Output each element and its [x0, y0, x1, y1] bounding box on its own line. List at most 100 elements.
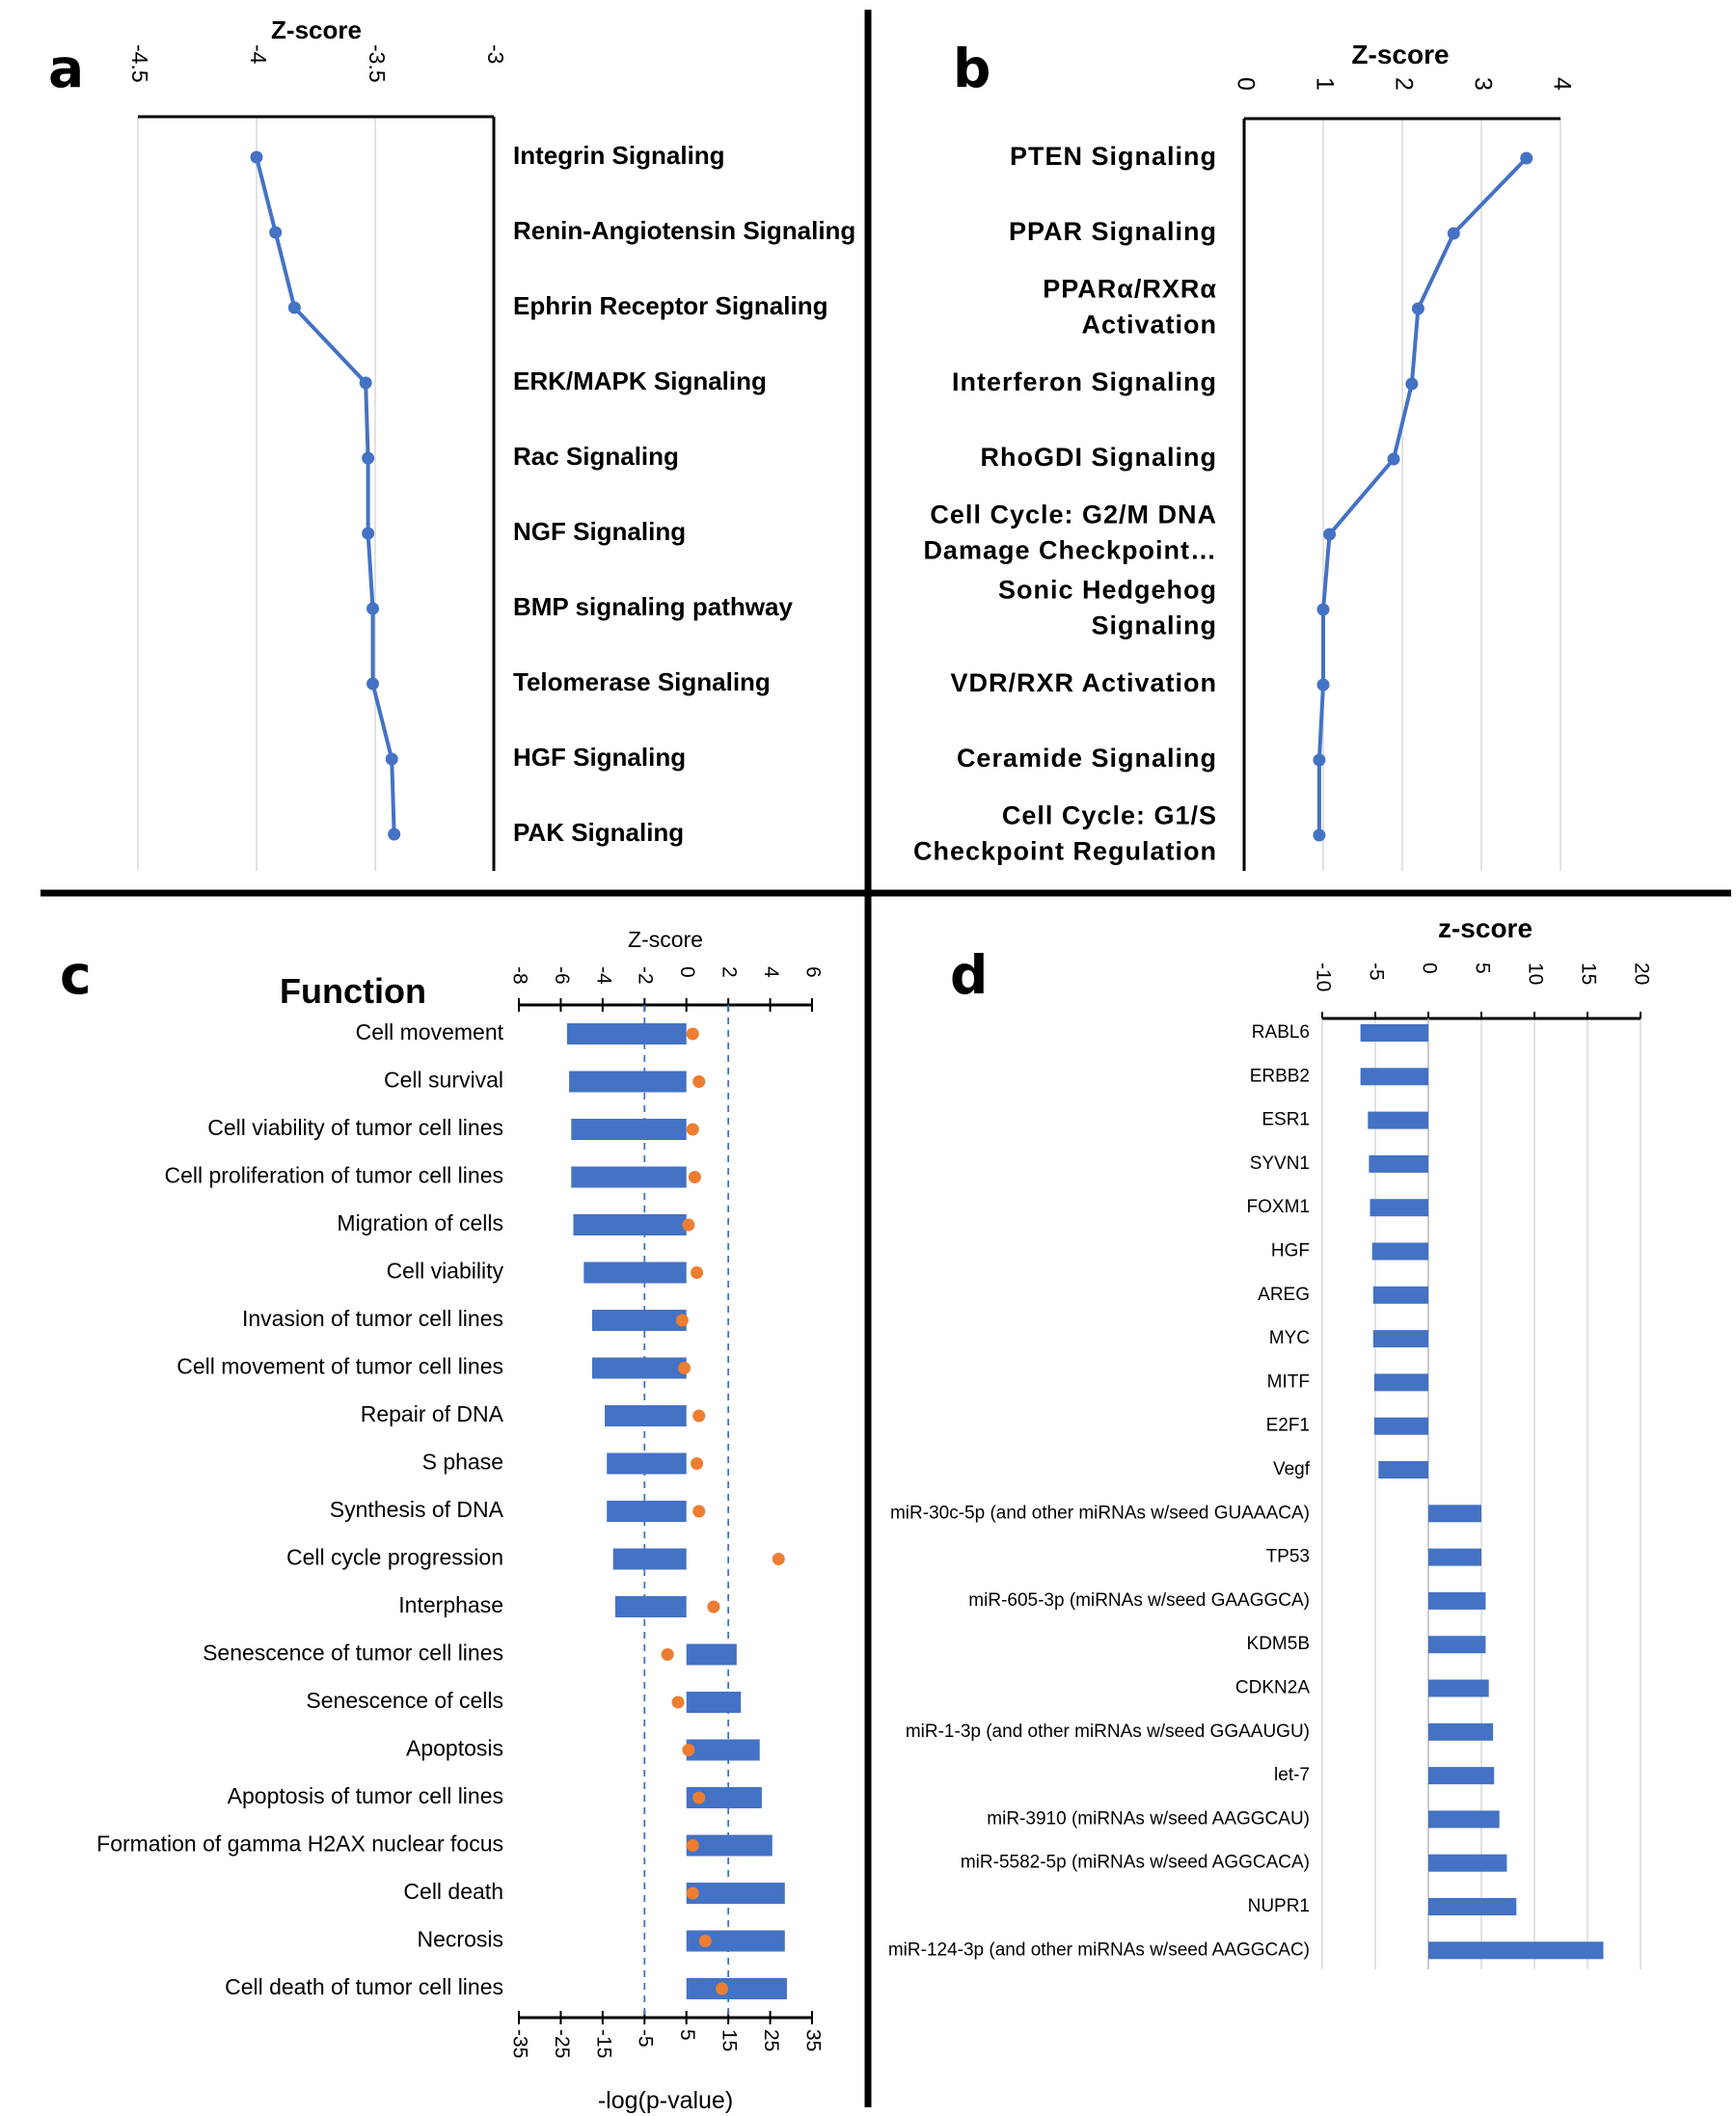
panel-c-category-label: Necrosis: [418, 1927, 503, 1952]
panel-c-pvalue-point: [688, 1171, 701, 1183]
panel-d-tick-label: 5: [1471, 963, 1493, 974]
panel-c-zscore-bar: [686, 1883, 785, 1904]
panel-d-tick-label: -10: [1312, 963, 1334, 991]
panel-c-zscore-bar: [605, 1405, 687, 1426]
panel-c-p-tick-label: -35: [508, 2029, 530, 2058]
panel-d-bar: [1428, 1505, 1481, 1523]
panel-d-category-label: MITF: [1267, 1371, 1310, 1392]
panel-c-category-label: Apoptosis of tumor cell lines: [228, 1783, 503, 1808]
panel-c-zscore-bar: [686, 1692, 742, 1713]
panel-c-category-label: S phase: [422, 1450, 503, 1475]
panel-c-top-axis-title: Z-score: [628, 927, 703, 952]
panel-c-zscore-bar: [592, 1310, 687, 1331]
panel-c-bottom-axis-title: -log(p-value): [598, 2087, 733, 2114]
panel-c-pvalue-point: [682, 1218, 695, 1232]
panel-c-zscore-bar: [686, 1739, 760, 1761]
panel-b-category-label: Ceramide Signaling: [957, 744, 1217, 773]
panel-c-pvalue-point: [707, 1600, 720, 1614]
panel-c-title: Function: [280, 971, 426, 1011]
panel-c-z-tick-label: -2: [635, 966, 657, 985]
panel-c-pvalue-point: [716, 1982, 729, 1995]
panel-d-category-label: miR-30c-5p (and other miRNAs w/seed GUAA…: [890, 1503, 1310, 1523]
panel-b-category-label: RhoGDI Signaling: [981, 443, 1218, 472]
panel-c-pvalue-point: [698, 1935, 712, 1947]
panel-c-p-tick-label: 15: [719, 2029, 741, 2051]
panel-c-pvalue-point: [772, 1553, 785, 1565]
panel-a-tick-label: -3: [483, 44, 508, 64]
panel-a-data-point: [359, 376, 372, 390]
panel-a-chart: -4.5 -4 -3.5 -3 Integrin Signaling Renin-Angi…: [127, 44, 855, 871]
panel-c-z-tick-label: -4: [592, 966, 614, 985]
panel-b-category-label: PPARα/RXRα: [1043, 275, 1217, 304]
panel-c-pvalue-point: [691, 1457, 704, 1470]
panel-a-category-label: BMP signaling pathway: [513, 592, 793, 621]
panel-b-category-label: Signaling: [1092, 611, 1218, 640]
panel-a-tick-label: -3.5: [365, 44, 390, 83]
panel-c-pvalue-point: [692, 1075, 706, 1088]
panel-a-category-label: HGF Signaling: [513, 743, 686, 772]
panel-c-p-tick-label: -25: [551, 2029, 573, 2058]
panel-d-category-label: ERBB2: [1250, 1066, 1310, 1086]
panel-c-zscore-bar: [607, 1501, 687, 1522]
panel-d-bar: [1428, 1548, 1481, 1566]
panel-b-data-point: [1313, 828, 1326, 842]
panel-d-bar: [1372, 1286, 1428, 1304]
panel-b-data-point: [1323, 528, 1337, 541]
panel-d-chart: -10 -5 0 5 10 15 20 RABL6 ERBB2 ESR1 SYVN1 FOXM1 HGF…: [888, 963, 1652, 1969]
panel-c-pvalue-point: [686, 1886, 699, 1900]
panel-c-category-label: Cell proliferation of tumor cell lines: [164, 1163, 503, 1188]
panel-a-category-label: NGF Signaling: [513, 517, 686, 546]
panel-d-bar: [1372, 1330, 1428, 1348]
panel-b-tick-label: 0: [1232, 77, 1259, 91]
panel-c-pvalue-point: [686, 1839, 699, 1852]
panel-c-z-tick-label: 6: [801, 966, 824, 978]
panel-a-data-point: [287, 301, 301, 314]
panel-c-z-tick-label: 4: [760, 966, 782, 978]
panel-c-zscore-bar: [686, 1643, 737, 1666]
panel-c-zscore-bar: [607, 1452, 687, 1475]
panel-c-category-label: Cell death: [403, 1879, 503, 1904]
panel-c-zscore-bar: [592, 1357, 687, 1379]
panel-d-tick-label: 0: [1418, 963, 1440, 974]
panel-d-tick-label: -5: [1365, 963, 1387, 981]
panel-c-p-tick-label: 5: [676, 2029, 698, 2041]
panel-b-data-point: [1313, 753, 1326, 767]
panel-c-chart: -8 -6 -4 -2 0 2 4 6 -35 -25 -15 -5 5 15 25 35 Cell movem…: [96, 966, 824, 2058]
panel-d-category-label: SYVN1: [1250, 1153, 1310, 1174]
panel-d-bar: [1428, 1854, 1507, 1872]
panel-a-data-point: [385, 752, 398, 766]
panel-d-bar: [1360, 1068, 1428, 1086]
panel-d-bar: [1428, 1636, 1486, 1654]
panel-c-zscore-bar: [614, 1596, 687, 1617]
panel-a-category-label: Renin-Angiotensin Signaling: [513, 216, 855, 245]
panel-a-data-point: [250, 150, 263, 164]
panel-d-bar: [1428, 1898, 1517, 1915]
panel-d-bar: [1370, 1199, 1428, 1217]
panel-a-category-label: PAK Signaling: [513, 818, 684, 847]
panel-c-pvalue-point: [692, 1409, 706, 1423]
panel-b-category-label: Activation: [1081, 311, 1217, 339]
panel-b-category-label: Sonic Hedgehog: [998, 576, 1217, 605]
panel-d-category-label: Vegf: [1273, 1459, 1311, 1479]
panel-c-zscore-bar: [566, 1023, 687, 1044]
panel-d-category-label: KDM5B: [1247, 1634, 1310, 1654]
panel-c-pvalue-point: [678, 1362, 692, 1374]
panel-d-bar: [1368, 1111, 1428, 1129]
panel-b-category-label: PPAR Signaling: [1009, 217, 1217, 246]
panel-a-data-point: [366, 677, 380, 691]
panel-a-axis-title: Z-score: [271, 15, 362, 44]
panel-d-bar: [1428, 1723, 1494, 1741]
panel-a-category-label: Rac Signaling: [513, 442, 679, 471]
panel-c-pvalue-point: [675, 1314, 689, 1327]
panel-b-category-label: Cell Cycle: G2/M DNA: [930, 501, 1217, 529]
panel-a-data-point: [362, 451, 375, 465]
panel-b-category-label: Interferon Signaling: [952, 367, 1217, 396]
panel-c-z-tick-label: -6: [551, 966, 573, 985]
panel-b-data-point: [1405, 377, 1419, 391]
panel-d-category-label: FOXM1: [1247, 1197, 1310, 1217]
panel-c-pvalue-point: [686, 1027, 699, 1041]
panel-d-bar: [1373, 1417, 1428, 1435]
panel-b-axis-title: Z-score: [1351, 40, 1449, 69]
panel-c-zscore-bar: [571, 1166, 687, 1188]
panel-c-zscore-bar: [686, 1787, 762, 1808]
